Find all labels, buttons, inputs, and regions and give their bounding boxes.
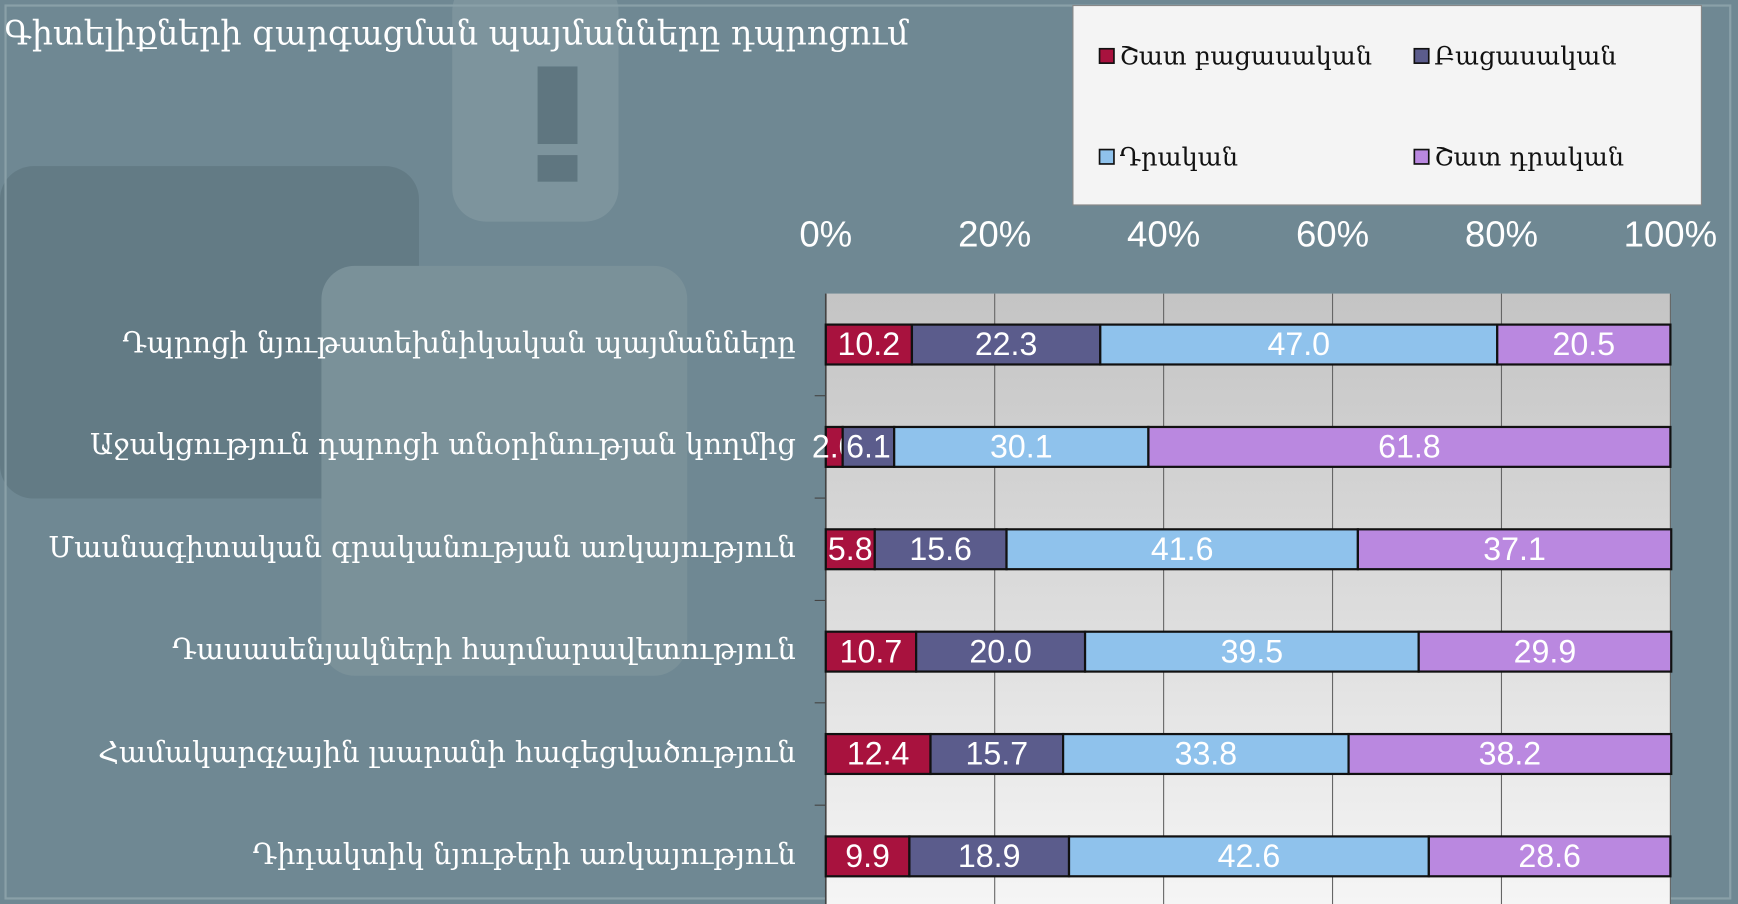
bar-segment: [908, 835, 1071, 878]
data-label: 15.6: [909, 531, 972, 567]
data-label: 6.1: [846, 429, 891, 465]
data-label: 28.6: [1518, 838, 1581, 874]
data-label: 20.5: [1553, 326, 1616, 362]
bar-segment: [1356, 528, 1673, 571]
data-label: 33.8: [1175, 736, 1238, 772]
x-tick-label: 80%: [1465, 214, 1538, 255]
data-label: 15.7: [966, 736, 1029, 772]
bar-segment: [1496, 323, 1672, 366]
chart-title: Գիտելիքների զարգացման պայմանները դպրոցու…: [4, 13, 909, 52]
bar-segment: [824, 732, 932, 776]
data-label: 41.6: [1151, 531, 1214, 567]
x-tick-label: 60%: [1296, 214, 1369, 255]
data-label: 10.2: [838, 326, 901, 362]
x-tick-label: 0%: [799, 214, 852, 255]
category-label-box: Մասնագիտական գրականության առկայություն: [48, 531, 796, 565]
x-tick-label: 100%: [1624, 214, 1718, 255]
decor: [321, 265, 688, 676]
legend-label: Շատ բացասական: [1120, 42, 1373, 72]
y-tick-label: Մասնագիտական գրականության առկայություն: [48, 531, 796, 565]
legend-swatch: [1413, 47, 1430, 64]
bar-segment: [1099, 323, 1499, 366]
decor: [537, 155, 578, 182]
legend-swatch: [1413, 148, 1430, 165]
data-label: 22.3: [975, 326, 1038, 362]
legend-swatch: [1098, 47, 1115, 64]
x-tick-label: 40%: [1127, 214, 1200, 255]
plot-area: [825, 293, 1671, 904]
bar-segment: [824, 323, 914, 366]
data-label: 12.4: [847, 736, 910, 772]
data-label: 5.8: [828, 531, 873, 567]
data-label: 9.9: [845, 838, 890, 874]
decor: [537, 66, 578, 145]
category-label-box: Դասասենյակների հարմարավետություն: [172, 633, 796, 668]
legend-swatch: [1098, 148, 1115, 165]
bar-segment: [1067, 835, 1430, 878]
category-label-box: Դպրոցի նյութատեխնիկական պայմանները: [122, 326, 796, 361]
legend-label: Բացասական: [1434, 42, 1616, 72]
bar-segment: [824, 630, 918, 673]
data-label: 61.8: [1378, 429, 1441, 465]
legend-label: Շատ դրական: [1434, 142, 1624, 172]
y-tick-label: Համակարգչային լսարանի հագեցվածություն: [98, 736, 796, 770]
data-label: 18.9: [958, 838, 1021, 874]
category-label-box: Դիդակտիկ նյութերի առկայություն: [252, 838, 796, 872]
data-label: 37.1: [1483, 531, 1546, 567]
bar-segment: [824, 528, 876, 571]
legend: [1072, 4, 1702, 206]
bar-segment: [1005, 528, 1359, 571]
y-tick-label: Դպրոցի նյութատեխնիկական պայմանները: [122, 326, 796, 361]
bar-segment: [1427, 835, 1672, 878]
bar-segment: [1147, 425, 1672, 468]
data-label: 42.6: [1218, 838, 1281, 874]
y-tick-label: Աջակցություն դպրոցի տնօրինության կողմից: [90, 429, 796, 463]
data-label: 10.7: [840, 633, 903, 669]
data-label: 38.2: [1479, 736, 1542, 772]
legend-label: Դրական: [1120, 142, 1239, 172]
data-label: 29.9: [1514, 633, 1577, 669]
bar-segment: [929, 732, 1065, 776]
category-label-box: Համակարգչային լսարանի հագեցվածություն: [98, 736, 796, 770]
category-label-box: Աջակցություն դպրոցի տնօրինության կողմից: [90, 429, 796, 463]
bar-segment: [1083, 630, 1420, 673]
bar-segment: [873, 528, 1008, 571]
bar-segment: [1417, 630, 1673, 673]
bar-segment: [824, 835, 911, 878]
data-label: 20.0: [969, 633, 1032, 669]
data-label: 47.0: [1267, 326, 1330, 362]
data-label: 30.1: [990, 429, 1053, 465]
bar-segment: [1347, 732, 1673, 776]
bar-segment: [915, 630, 1087, 673]
data-label: 39.5: [1221, 633, 1284, 669]
y-tick-label: Դասասենյակների հարմարավետություն: [172, 633, 796, 668]
bar-segment: [910, 323, 1102, 366]
decor: [0, 166, 419, 499]
x-tick-label: 20%: [958, 214, 1031, 255]
y-tick-label: Դիդակտիկ նյութերի առկայություն: [252, 838, 796, 872]
